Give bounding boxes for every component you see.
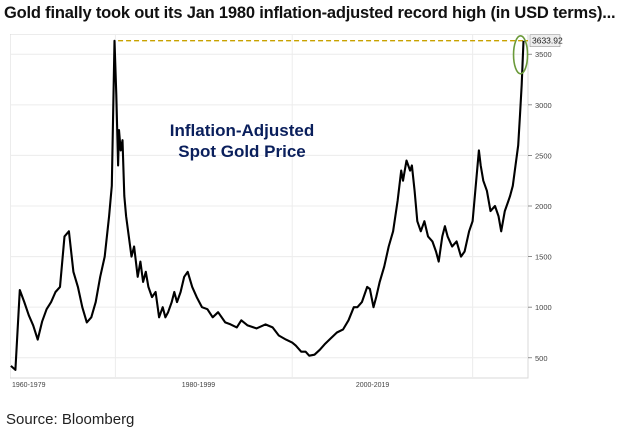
grid [10, 34, 528, 378]
chart-title-line-2: Spot Gold Price [178, 142, 306, 161]
x-tick-label: 1960-1979 [12, 382, 46, 389]
x-tick-label: 2000-2019 [356, 382, 390, 389]
last-value-label: 3633.92 [532, 36, 563, 46]
x-tick-label: 1980-1999 [182, 382, 216, 389]
y-tick-label: 1000 [535, 303, 552, 312]
y-tick-label: 3000 [535, 101, 552, 110]
y-tick-label: 2500 [535, 151, 552, 160]
series-line [10, 39, 525, 371]
y-axis: 500 1000 1500 2000 2500 3000 3500 [528, 50, 552, 363]
source-note: Source: Bloomberg [6, 411, 135, 428]
y-tick-label: 500 [535, 354, 548, 363]
highlight-circle [512, 34, 529, 75]
y-tick-label: 1500 [535, 253, 552, 262]
chart-svg: 500 1000 1500 2000 2500 3000 3500 1960-1979 198… [10, 34, 563, 389]
chart: 500 1000 1500 2000 2500 3000 3500 1960-1979 198… [10, 34, 570, 390]
last-value-badge-box [529, 34, 561, 47]
chart-title-line-1: Inflation-Adjusted [170, 121, 314, 140]
headline: Gold finally took out its Jan 1980 infla… [4, 4, 616, 22]
last-value-badge: 3633.92 [529, 34, 563, 47]
x-axis: 1960-1979 1980-1999 2000-2019 [12, 382, 389, 389]
y-tick-label: 3500 [535, 50, 552, 59]
y-tick-label: 2000 [535, 202, 552, 211]
